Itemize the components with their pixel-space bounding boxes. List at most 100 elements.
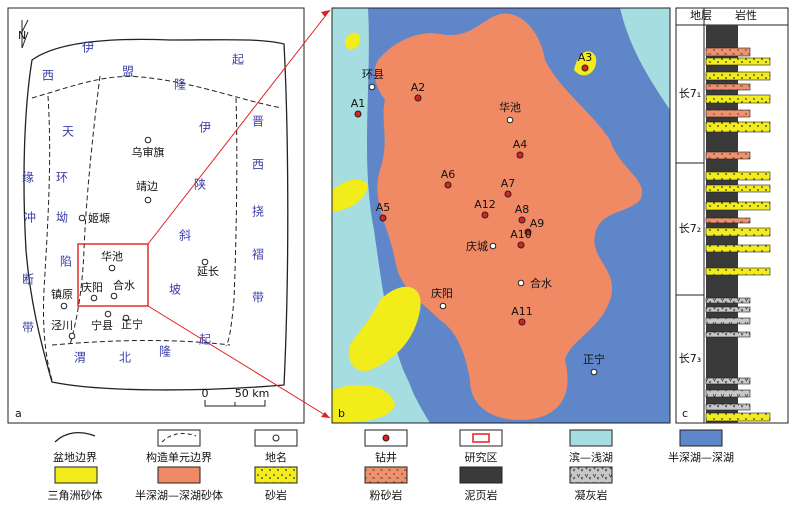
region-label: 陷 xyxy=(60,254,72,269)
well-marker xyxy=(481,211,489,219)
legend-label: 滨—浅湖 xyxy=(569,450,613,464)
tuff-bed xyxy=(705,331,751,338)
place-marker xyxy=(108,264,116,272)
well-label: A5 xyxy=(376,201,391,214)
member-label: 长7₃ xyxy=(679,352,701,365)
legend-symbol xyxy=(254,466,298,484)
place-marker xyxy=(144,196,152,204)
place-label: 姬塬 xyxy=(88,212,110,225)
study-area xyxy=(77,243,149,307)
region-label: 断 xyxy=(22,272,34,287)
region-label: 起 xyxy=(232,53,244,67)
place-label: 合水 xyxy=(530,276,552,290)
legend-symbol xyxy=(157,429,201,447)
siltstone-bed xyxy=(705,151,751,160)
well-label: A11 xyxy=(511,305,533,318)
place-label: 正宁 xyxy=(583,352,605,366)
basin-boundary xyxy=(23,38,289,391)
place-label: 乌审旗 xyxy=(132,145,165,159)
legend-label: 盆地边界 xyxy=(53,450,97,464)
tuff-bed xyxy=(705,297,751,304)
well-marker xyxy=(516,151,524,159)
region-label: 天 xyxy=(62,125,74,139)
legend-label: 构造单元边界 xyxy=(146,450,212,464)
delta-sand xyxy=(344,32,361,50)
well-marker xyxy=(581,64,589,72)
well-marker xyxy=(444,181,452,189)
sandstone-bed xyxy=(705,227,771,237)
member-label: 长7₂ xyxy=(679,222,701,235)
panel-b xyxy=(331,7,671,424)
place-label: 延长 xyxy=(197,265,219,278)
panel-label: a xyxy=(15,407,22,420)
place-label: 镇原 xyxy=(51,287,73,301)
frame xyxy=(7,7,305,424)
well-label: A7 xyxy=(501,177,516,190)
north-arrow xyxy=(21,19,29,49)
tuff-bed xyxy=(705,389,751,398)
unit-boundary xyxy=(31,75,283,109)
scale-bar xyxy=(204,400,266,407)
region-label: 起 xyxy=(199,333,211,347)
legend-symbol xyxy=(382,434,390,442)
legend-label: 半深湖—深湖 xyxy=(668,450,734,464)
panel-c xyxy=(675,7,789,424)
panel-label: c xyxy=(682,407,688,420)
legend-label: 半深湖—深湖砂体 xyxy=(135,488,223,502)
region-label: 挠 xyxy=(252,205,264,219)
legend-label: 泥页岩 xyxy=(465,488,498,502)
delta-sand xyxy=(348,286,421,371)
siltstone-bed xyxy=(705,83,751,91)
well-label: A8 xyxy=(515,203,530,216)
place-label: 环县 xyxy=(362,68,384,81)
legend-label: 钻井 xyxy=(375,450,397,464)
place-marker xyxy=(68,332,76,340)
sandstone-bed xyxy=(705,267,771,276)
region-label: 伊 xyxy=(82,41,94,55)
place-marker xyxy=(122,314,130,322)
sandstone-bed xyxy=(705,244,771,253)
well-label: A3 xyxy=(578,51,593,64)
place-label: 华池 xyxy=(101,249,123,263)
legend-label: 砂岩 xyxy=(265,488,287,502)
well-marker xyxy=(518,318,526,326)
tuff-bed xyxy=(705,403,751,411)
legend-symbol xyxy=(569,429,613,447)
region-label: 西 xyxy=(252,158,264,172)
callout-line xyxy=(147,9,331,245)
well-label: A12 xyxy=(474,198,496,211)
place-marker xyxy=(517,279,525,287)
region-label: 带 xyxy=(252,291,264,305)
sandstone-bed xyxy=(705,171,771,181)
scale-label: 0 xyxy=(202,387,209,400)
header: 地层 xyxy=(690,9,712,22)
north-label: N xyxy=(18,29,26,42)
region-label: 带 xyxy=(22,321,34,335)
well-label: A4 xyxy=(513,138,528,151)
legend-symbol xyxy=(54,466,98,484)
place-label: 靖边 xyxy=(136,180,158,193)
place-marker xyxy=(590,368,598,376)
well-marker xyxy=(414,94,422,102)
region-label: 西 xyxy=(42,69,54,83)
tuff-bed xyxy=(705,317,751,325)
place-marker xyxy=(78,214,86,222)
region-label: 陕 xyxy=(194,177,206,192)
region-label: 伊 xyxy=(199,121,211,135)
region-label: 晋 xyxy=(252,115,264,129)
panel-a xyxy=(7,7,305,424)
member-label: 长7₁ xyxy=(679,87,701,100)
legend-symbol xyxy=(272,434,280,442)
legend-label: 研究区 xyxy=(465,450,498,464)
place-label: 合水 xyxy=(113,278,135,292)
sandstone-bed xyxy=(705,201,771,211)
region-label: 北 xyxy=(119,351,131,365)
tuff-bed xyxy=(705,377,751,385)
well-marker xyxy=(518,216,526,224)
legend-symbol xyxy=(679,429,723,447)
legend-symbol xyxy=(54,431,96,443)
legend-label: 三角洲砂体 xyxy=(48,488,103,502)
sandstone-bed xyxy=(705,412,771,422)
place-marker xyxy=(90,294,98,302)
